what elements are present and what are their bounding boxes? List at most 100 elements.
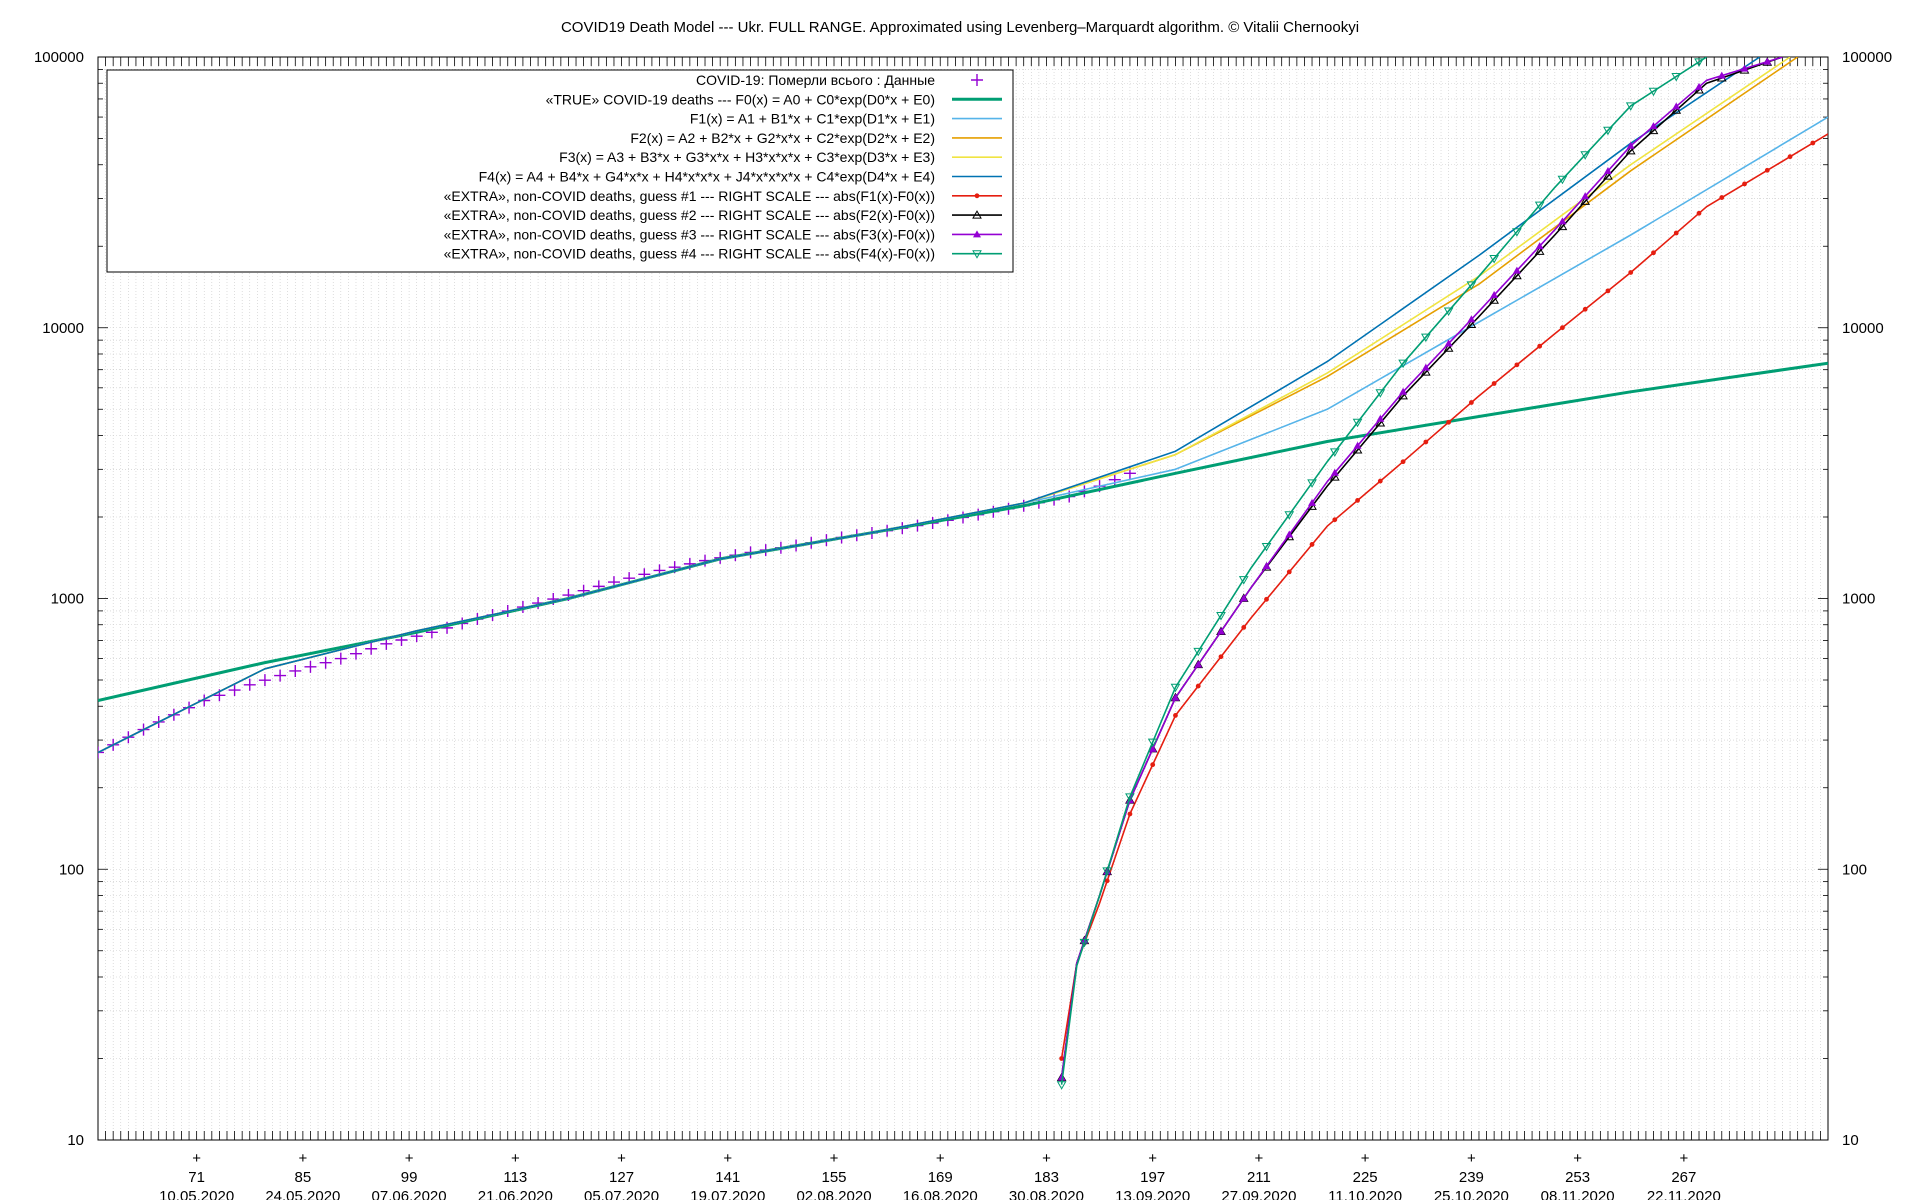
y-tick-label-left: 100000 (34, 49, 84, 66)
data-point-marker (1353, 441, 1362, 449)
data-point-marker (1671, 105, 1682, 114)
data-point-marker (1376, 414, 1385, 422)
data-point-marker (1241, 624, 1247, 630)
data-point-marker (1329, 472, 1340, 481)
x-tick-mark: + (936, 1150, 945, 1167)
data-point-marker (1329, 448, 1340, 457)
data-point-marker (1057, 1073, 1066, 1081)
data-point-marker (1056, 1081, 1067, 1090)
x-tick-label: 127 (609, 1169, 634, 1186)
data-point-marker (1286, 569, 1292, 575)
data-point-marker (1375, 417, 1386, 427)
legend-label: «EXTRA», non-COVID deaths, guess #2 --- … (444, 207, 935, 223)
x-tick-date: 25.10.2020 (1434, 1188, 1509, 1200)
data-point-marker (1582, 306, 1588, 312)
x-tick-mark: + (405, 1150, 414, 1167)
x-tick-mark: + (1361, 1150, 1370, 1167)
data-point-marker (1377, 478, 1383, 484)
x-tick-date: 07.06.2020 (372, 1188, 447, 1200)
data-point-marker (974, 193, 980, 199)
data-point-marker (1421, 363, 1430, 371)
data-point-marker (1605, 288, 1611, 294)
data-point-marker (1443, 307, 1454, 317)
data-point-marker (1264, 596, 1269, 602)
data-point-marker (1193, 647, 1204, 657)
series-line (1060, 133, 1828, 1059)
x-tick-mark: + (1679, 1150, 1688, 1167)
data-point-marker (1238, 576, 1249, 585)
data-point-marker (1534, 246, 1545, 255)
x-tick-date: 10.05.2020 (159, 1188, 234, 1200)
data-point-marker (258, 674, 271, 687)
data-point-marker (1355, 497, 1360, 503)
data-point-marker (1535, 242, 1544, 250)
x-tick-label: 99 (401, 1169, 418, 1186)
legend-label: «EXTRA», non-COVID deaths, guess #4 --- … (444, 246, 935, 262)
chart-title: COVID19 Death Model --- Ukr. FULL RANGE.… (561, 19, 1359, 36)
data-point-marker (1787, 154, 1793, 160)
data-point-marker (1696, 210, 1702, 216)
data-point-marker (1673, 230, 1679, 236)
x-tick-date: 19.07.2020 (690, 1188, 765, 1200)
data-point-marker (1079, 938, 1090, 948)
data-point-marker (1307, 479, 1317, 488)
data-point-marker (1625, 145, 1636, 155)
data-point-marker (1309, 542, 1315, 547)
series-6 (98, 57, 1761, 754)
data-point-marker (1444, 339, 1453, 347)
data-point-marker (1651, 250, 1656, 256)
data-point-marker (1763, 57, 1772, 65)
data-point-marker (1672, 102, 1681, 110)
data-point-marker (1420, 367, 1431, 376)
data-point-marker (1194, 660, 1203, 668)
x-tick-label: 225 (1353, 1169, 1378, 1186)
x-tick-label: 155 (821, 1169, 846, 1186)
data-point-marker (973, 230, 981, 238)
x-tick-mark: + (723, 1150, 732, 1167)
x-tick-label: 169 (928, 1169, 953, 1186)
x-tick-mark: + (1255, 1150, 1264, 1167)
x-tick-date: 24.05.2020 (265, 1188, 340, 1200)
data-point-marker (289, 664, 302, 677)
x-tick-date: 02.08.2020 (796, 1188, 871, 1200)
legend-box (106, 69, 1014, 273)
x-tick-label: 211 (1247, 1169, 1271, 1186)
data-point-marker (1581, 192, 1590, 200)
data-point-marker (1580, 151, 1591, 160)
data-point-marker (1352, 418, 1363, 428)
x-tick-label: 253 (1565, 1169, 1590, 1186)
data-point-marker (1557, 175, 1568, 185)
x-tick-date: 16.08.2020 (903, 1188, 978, 1200)
y-tick-label-left: 10 (67, 1132, 84, 1149)
data-point-marker (1195, 683, 1201, 689)
series-line (1060, 57, 1708, 1085)
x-tick-mark: + (1573, 1150, 1582, 1167)
data-point-marker (1308, 498, 1317, 506)
x-tick-label: 71 (188, 1169, 205, 1186)
legend-label: «EXTRA», non-COVID deaths, guess #1 --- … (444, 188, 935, 204)
data-point-marker (1764, 167, 1770, 173)
data-point-marker (319, 656, 332, 669)
legend-label: «EXTRA», non-COVID deaths, guess #3 --- … (444, 226, 935, 242)
data-point-marker (243, 678, 256, 691)
data-point-marker (1625, 102, 1636, 111)
x-tick-label: 141 (715, 1169, 740, 1186)
data-point-marker (1628, 270, 1634, 275)
plot-frame (97, 56, 1829, 1141)
legend-label: F2(x) = A2 + B2*x + G2*x*x + C2*exp(D2*x… (630, 130, 935, 146)
data-point-marker (1489, 254, 1500, 264)
data-point-marker (1649, 122, 1658, 130)
data-point-marker (1330, 468, 1339, 476)
data-point-marker (972, 250, 982, 259)
series-7 (1059, 133, 1828, 1061)
x-tick-mark: + (1042, 1150, 1051, 1167)
x-tick-mark: + (298, 1150, 307, 1167)
data-point-marker (1648, 87, 1659, 97)
y-tick-label-left: 10000 (42, 320, 84, 337)
data-point-marker (1648, 125, 1659, 135)
x-tick-mark: + (511, 1150, 520, 1167)
data-point-marker (1398, 390, 1408, 400)
data-point-marker (1466, 319, 1477, 328)
series-line (98, 57, 1761, 754)
